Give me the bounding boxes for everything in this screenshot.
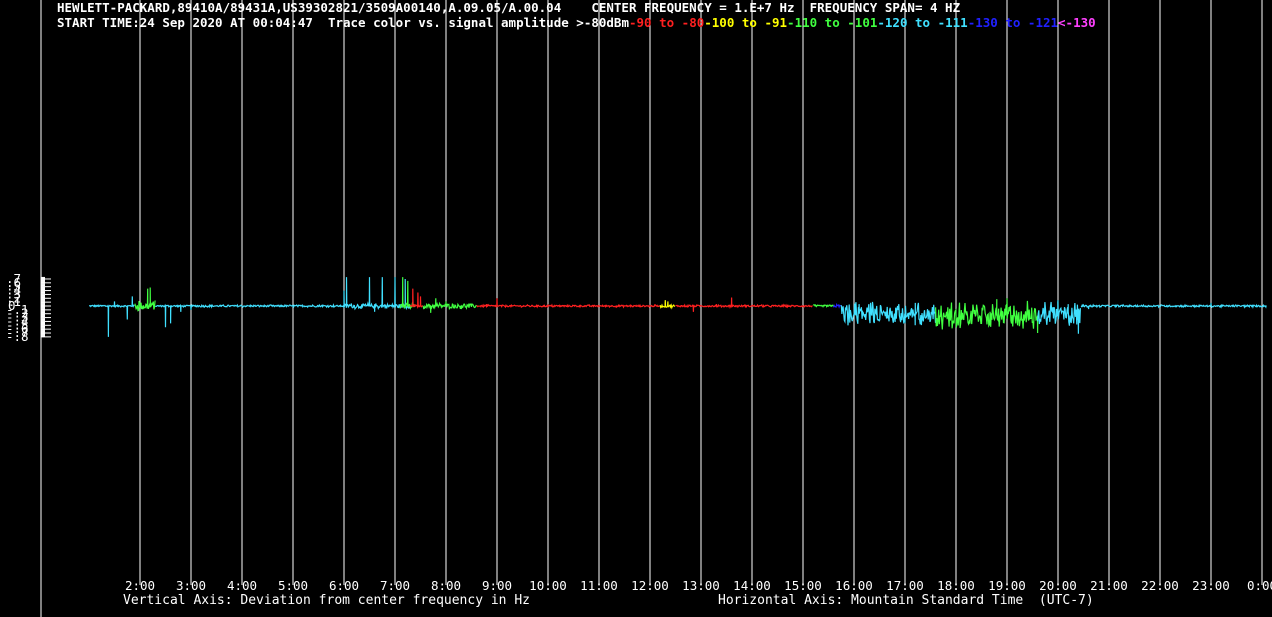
header-line-1: HEWLETT-PACKARD,89410A/89431A,US39302821… [57,0,960,15]
x-tick-label: 3:00 [176,578,206,593]
x-tick-label: 12:00 [631,578,669,593]
x-tick-label: 2:00 [125,578,155,593]
x-tick-label: 11:00 [580,578,618,593]
y-tick-label: -.2 [6,306,29,321]
amplitude-legend: >-80dBm-90 to -80-100 to -91-110 to -101… [576,15,1095,30]
y-tick-label: -.3 [6,310,29,325]
legend-entry: to [997,15,1028,30]
y-tick-label: .5 [6,279,21,294]
trace-segment [343,277,411,312]
x-tick-label: 9:00 [482,578,512,593]
trace-segment [935,298,1039,334]
legend-entry: -120 [877,15,908,30]
y-tick-label: .3 [6,286,21,301]
legend-entry: <-130 [1058,15,1096,30]
trace-segment [833,302,841,309]
horizontal-axis-label: Horizontal Axis: Mountain Standard Time … [718,593,1094,608]
legend-entry: -91 [764,15,788,30]
legend-entry: to [817,15,848,30]
x-tick-label: 23:00 [1192,578,1230,593]
trace-segment [476,298,661,309]
y-tick-label: .7 [6,271,21,286]
x-tick-label: 4:00 [227,578,257,593]
trace-segment [422,298,477,313]
trace-segment [134,287,156,312]
y-tick-label: -.7 [6,325,29,340]
x-tick-label: 8:00 [431,578,461,593]
trace-segment [154,303,345,328]
y-tick-label: -.6 [6,321,29,336]
x-tick-label: 14:00 [733,578,771,593]
x-tick-label: 13:00 [682,578,720,593]
legend-entry: to [907,15,938,30]
trace-segment [840,301,937,326]
signal-traces [89,277,1267,337]
y-axis-ticks: .7.6.5.4.3.2.10-.1-.2-.3-.4-.5-.6-.7-.8 [6,0,51,617]
legend-entry: -130 [967,15,998,30]
x-tick-label: 7:00 [380,578,410,593]
legend-entry: to [651,15,682,30]
legend-entry: -100 [704,15,735,30]
x-tick-label: 20:00 [1039,578,1077,593]
x-tick-label: 10:00 [529,578,567,593]
y-tick-label: .6 [6,275,21,290]
header-line-2: START TIME:24 Sep 2020 AT 00:04:47 Trace… [57,15,1096,30]
x-tick-label: 0:00 [1247,578,1272,593]
trace-segment [409,288,424,309]
x-tick-label: 6:00 [329,578,359,593]
x-tick-label: 15:00 [784,578,822,593]
y-tick-label: 0 [8,298,16,313]
legend-entry: -121 [1027,15,1059,30]
y-tick-label: -.1 [6,302,29,317]
x-tick-label: 18:00 [937,578,975,593]
vertical-axis-label: Vertical Axis: Deviation from center fre… [123,593,530,608]
gridlines [139,0,1263,585]
x-tick-label: 5:00 [278,578,308,593]
legend-entry: -101 [847,15,878,30]
trace-segment [1037,300,1081,334]
trace-segment [675,297,813,312]
legend-entry: to [734,15,765,30]
y-tick-label: -.8 [6,329,29,344]
trace-segment [1080,302,1267,310]
x-tick-label: 22:00 [1141,578,1179,593]
x-tick-label: 19:00 [988,578,1026,593]
legend-entry: -90 [628,15,652,30]
legend-intro: Trace color vs. signal amplitude [327,15,569,30]
y-tick-label: -.4 [6,313,29,328]
x-tick-label: 17:00 [886,578,924,593]
x-tick-label: 21:00 [1090,578,1128,593]
legend-entry: -110 [787,15,818,30]
center-frequency: CENTER FREQUENCY = 1.E+7 Hz [591,0,795,15]
y-tick-label: .2 [6,290,21,305]
legend-entry: -80 [681,15,705,30]
y-tick-label: .1 [6,294,21,309]
frequency-span: FREQUENCY SPAN= 4 HZ [809,0,961,15]
instrument-id: HEWLETT-PACKARD,89410A/89431A,US39302821… [57,0,562,15]
legend-entry: -111 [937,15,968,30]
legend-entry: >-80dBm [576,15,629,30]
trace-segment [812,304,834,308]
y-tick-label: -.5 [6,317,29,332]
y-tick-label: .4 [6,283,21,298]
trace-segment [89,296,135,337]
x-tick-label: 16:00 [835,578,873,593]
x-axis-tick-labels: 2:00 3:00 4:00 5:00 6:00 7:00 8:00 9:00 10:00 11:… [125,578,1272,593]
start-time: START TIME:24 Sep 2020 AT 00:04:47 [57,15,313,30]
trace-segment [659,300,676,310]
